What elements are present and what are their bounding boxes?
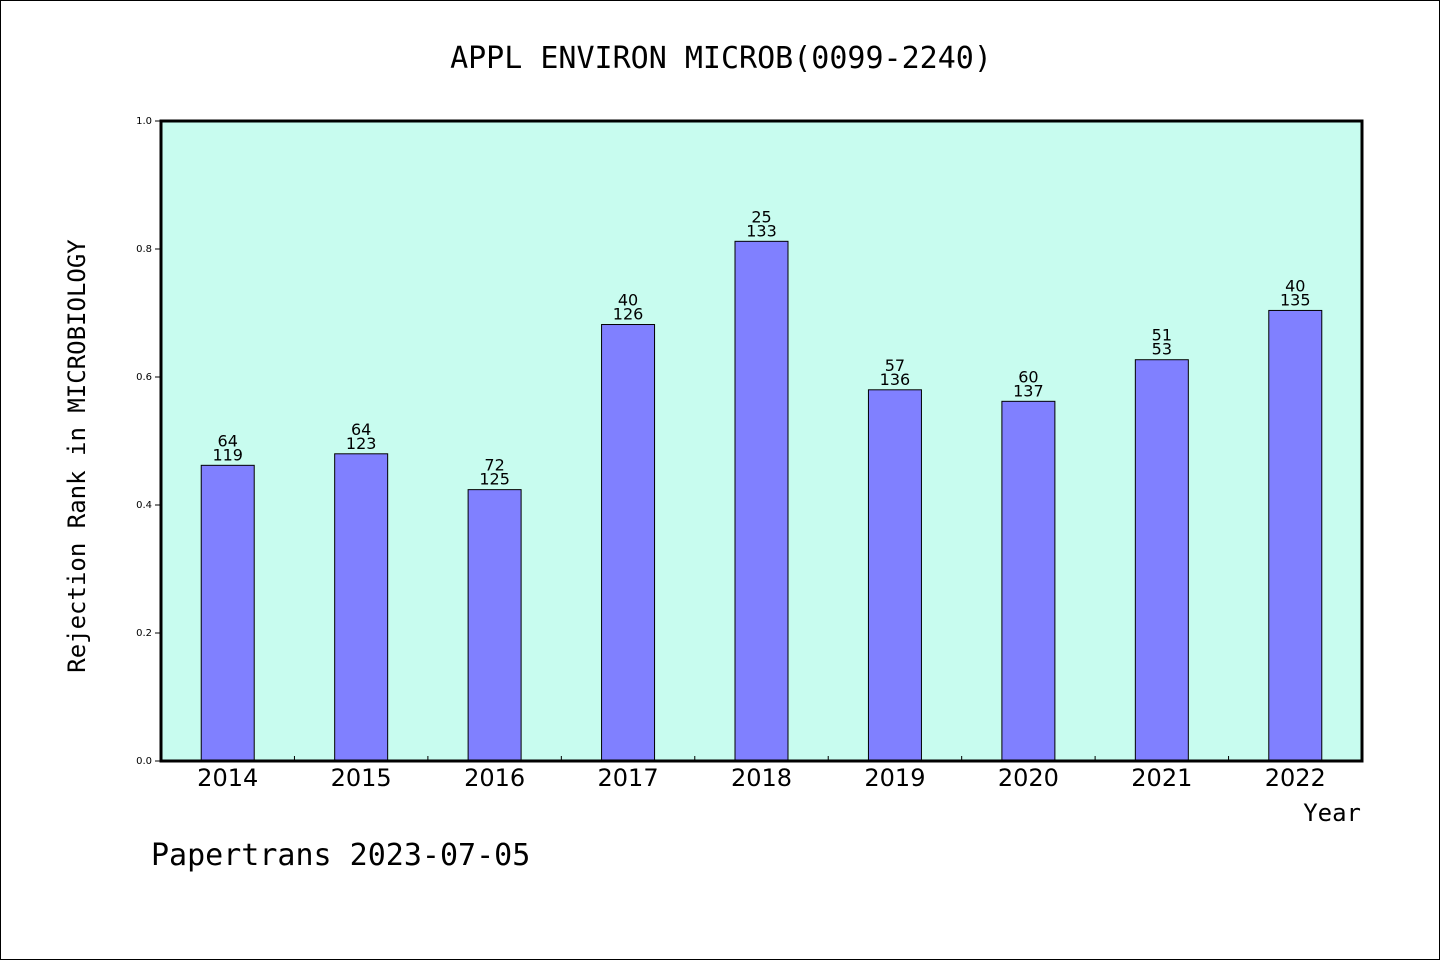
x-axis: 2014 2015 2016 2017 2018 2019 2020 2021 2022 [197,756,1326,792]
x-tick-label-2022: 2022 [1265,764,1326,792]
y-tick-label-0.6: 0.6 [136,372,152,383]
x-tick-label-2016: 2016 [464,764,525,792]
bar-2022 [1268,309,1323,762]
x-tick-label-2014: 2014 [197,764,258,792]
bar-2021 [1134,359,1189,762]
x-tick-label-2020: 2020 [998,764,1059,792]
x-tick-label-2015: 2015 [331,764,392,792]
bar-label-top-2019: 57 [885,356,905,375]
bar-2017 [601,324,656,762]
x-tick-label-2018: 2018 [731,764,792,792]
bar-2019 [867,389,922,762]
bar-label-bottom-2016: 125 [479,470,510,489]
bar-label-top-2021: 51 [1152,326,1172,345]
bar-label-bottom-2017: 126 [613,305,644,324]
x-tick-label-2019: 2019 [864,764,925,792]
plot-border [159,119,1364,763]
bars-group [200,240,1323,762]
bar-label-top-2018: 25 [751,207,771,226]
bar-2014 [200,464,255,762]
bar-label-bottom-2022: 135 [1280,290,1311,309]
chart-title: APPL ENVIRON MICROB(0099-2240) [450,41,992,76]
x-tick-label-2017: 2017 [598,764,659,792]
bar-label-bottom-2018: 133 [746,221,777,240]
bar-label-top-2020: 60 [1018,367,1038,386]
x-axis-label: Year [1303,799,1361,827]
x-tick-label-2021: 2021 [1131,764,1192,792]
bar-label-top-2022: 40 [1285,276,1305,295]
bar-2015 [334,453,389,762]
bar-label-top-2015: 64 [351,420,371,439]
bar-label-bottom-2021: 53 [1152,340,1172,359]
y-tick-label-0.4: 0.4 [136,500,152,511]
bar-label-top-2014: 64 [218,431,238,450]
y-axis: 0.0 0.2 0.4 0.6 0.8 1.0 [136,116,161,767]
bar-label-bottom-2019: 136 [880,370,911,389]
bar-2016 [467,489,522,762]
bar-label-bottom-2014: 119 [212,445,243,464]
y-tick-label-0.0: 0.0 [136,756,152,767]
bar-label-top-2016: 72 [484,456,504,475]
bar-2020 [1001,400,1056,762]
y-tick-label-1.0: 1.0 [136,116,152,127]
y-tick-label-0.2: 0.2 [136,628,152,639]
bar-label-bottom-2020: 137 [1013,381,1044,400]
bar-label-top-2017: 40 [618,291,638,310]
y-tick-label-0.8: 0.8 [136,244,152,255]
footer-text: Papertrans 2023-07-05 [151,838,530,873]
y-axis-label: Rejection Rank in MICROBIOLOGY [63,239,91,673]
bar-label-bottom-2015: 123 [346,434,377,453]
bar-2018 [734,240,789,762]
